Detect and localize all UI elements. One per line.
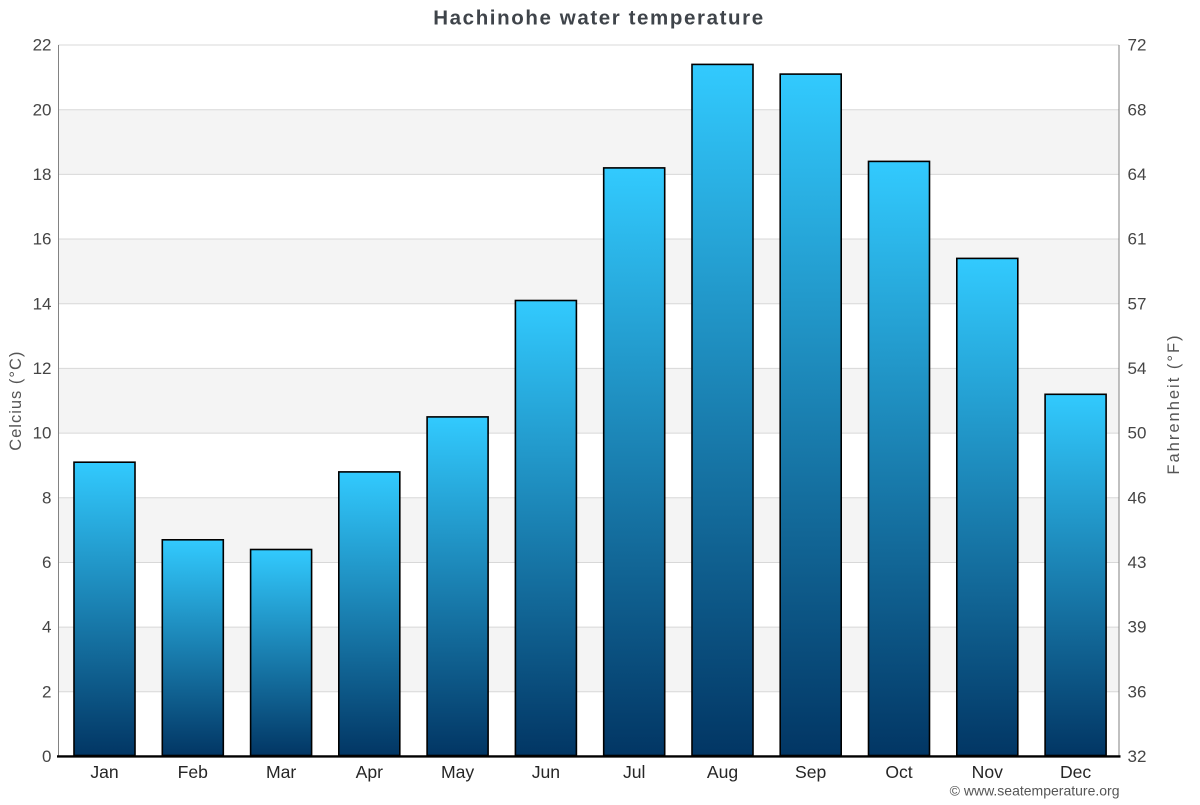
svg-text:32: 32 (1128, 747, 1147, 766)
svg-text:72: 72 (1128, 36, 1147, 55)
svg-text:14: 14 (33, 294, 52, 313)
svg-text:Nov: Nov (972, 762, 1003, 782)
svg-text:Feb: Feb (178, 762, 209, 782)
svg-text:Celcius (°C): Celcius (°C) (7, 351, 25, 451)
svg-text:2: 2 (42, 682, 51, 701)
svg-text:46: 46 (1128, 488, 1147, 507)
svg-text:39: 39 (1128, 618, 1147, 637)
svg-text:68: 68 (1128, 100, 1147, 119)
svg-text:54: 54 (1128, 359, 1147, 378)
svg-text:May: May (441, 762, 474, 782)
svg-text:Apr: Apr (356, 762, 384, 782)
svg-text:18: 18 (33, 165, 52, 184)
svg-text:© www.seatemperature.org: © www.seatemperature.org (950, 783, 1120, 799)
svg-text:43: 43 (1128, 553, 1147, 572)
svg-text:36: 36 (1128, 682, 1147, 701)
svg-text:16: 16 (33, 230, 52, 249)
svg-text:50: 50 (1128, 424, 1147, 443)
svg-text:0: 0 (42, 747, 51, 766)
svg-text:8: 8 (42, 488, 51, 507)
svg-text:20: 20 (33, 100, 52, 119)
svg-text:Jan: Jan (90, 762, 118, 782)
svg-text:Oct: Oct (885, 762, 912, 782)
svg-text:64: 64 (1128, 165, 1147, 184)
svg-text:Jul: Jul (623, 762, 646, 782)
svg-text:Sep: Sep (795, 762, 827, 782)
svg-text:Mar: Mar (266, 762, 296, 782)
svg-text:10: 10 (33, 424, 52, 443)
svg-text:57: 57 (1128, 294, 1147, 313)
svg-text:Dec: Dec (1060, 762, 1091, 782)
svg-text:6: 6 (42, 553, 51, 572)
svg-text:Jun: Jun (532, 762, 560, 782)
svg-text:4: 4 (42, 618, 51, 637)
svg-text:22: 22 (33, 36, 52, 55)
svg-text:Aug: Aug (707, 762, 738, 782)
svg-text:61: 61 (1128, 230, 1147, 249)
svg-text:Fahrenheit (°F): Fahrenheit (°F) (1165, 333, 1183, 474)
svg-text:12: 12 (33, 359, 52, 378)
svg-text:Hachinohe water temperature: Hachinohe water temperature (433, 7, 764, 30)
